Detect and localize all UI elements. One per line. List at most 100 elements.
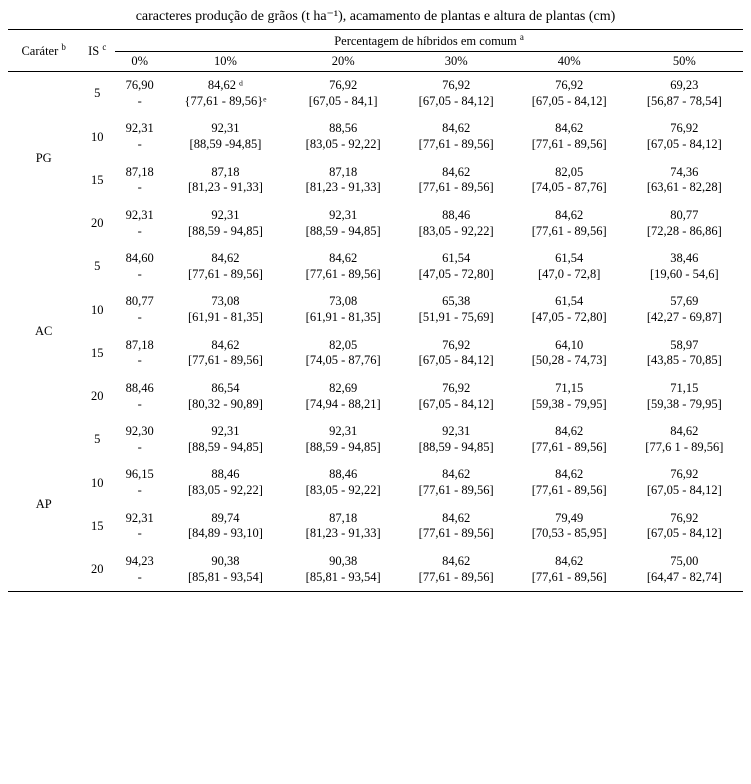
- header-pct-row: 0% 10% 20% 30% 40% 50%: [8, 52, 743, 72]
- data-cell: 84,62[77,61 - 89,56]: [513, 461, 626, 504]
- data-cell: 71,15[59,38 - 79,95]: [626, 375, 743, 418]
- cell-ci: -: [119, 440, 160, 456]
- data-cell: 86,54[80,32 - 90,89]: [164, 375, 286, 418]
- cell-ci: [88,59 -94,85]: [168, 137, 282, 153]
- cell-value: 76,92: [291, 78, 396, 94]
- data-cell: 84,62 ᵈ{77,61 - 89,56}ᵉ: [164, 72, 286, 116]
- data-cell: 84,62[77,61 - 89,56]: [164, 332, 286, 375]
- table-row: 1587,18-87,18[81,23 - 91,33]87,18[81,23 …: [8, 159, 743, 202]
- cell-value: 80,77: [630, 208, 739, 224]
- data-cell: 92,31[88,59 - 94,85]: [164, 418, 286, 461]
- cell-value: 76,92: [404, 78, 509, 94]
- cell-ci: -: [119, 310, 160, 326]
- cell-value: 87,18: [168, 165, 282, 181]
- col-0: 0%: [115, 52, 164, 72]
- header-trait: Caráter b: [8, 30, 79, 72]
- cell-ci: -: [119, 94, 160, 110]
- cell-value: 76,92: [404, 381, 509, 397]
- data-cell: 84,62[77,61 - 89,56]: [400, 115, 513, 158]
- is-value: 10: [79, 288, 115, 331]
- data-cell: 87,18-: [115, 332, 164, 375]
- cell-ci: [81,23 - 91,33]: [291, 526, 396, 542]
- cell-value: 82,05: [517, 165, 622, 181]
- table-row: 1587,18-84,62[77,61 - 89,56]82,05[74,05 …: [8, 332, 743, 375]
- data-cell: 84,60-: [115, 245, 164, 288]
- cell-value: 61,54: [404, 251, 509, 267]
- cell-ci: [67,05 - 84,12]: [630, 137, 739, 153]
- cell-value: 84,60: [119, 251, 160, 267]
- cell-ci: [77,61 - 89,56]: [517, 570, 622, 586]
- cell-value: 88,46: [168, 467, 282, 483]
- cell-ci: [88,59 - 94,85]: [168, 440, 282, 456]
- cell-value: 80,77: [119, 294, 160, 310]
- data-cell: 90,38[85,81 - 93,54]: [164, 548, 286, 592]
- cell-ci: [81,23 - 91,33]: [291, 180, 396, 196]
- cell-ci: [50,28 - 74,73]: [517, 353, 622, 369]
- cell-ci: [74,05 - 87,76]: [291, 353, 396, 369]
- data-cell: 76,90-: [115, 72, 164, 116]
- header-trait-sup: b: [61, 42, 66, 52]
- cell-ci: [77,61 - 89,56]: [517, 137, 622, 153]
- cell-value: 58,97: [630, 338, 739, 354]
- header-pct-sup: a: [520, 32, 524, 42]
- cell-value: 76,92: [404, 338, 509, 354]
- table-row: PG576,90-84,62 ᵈ{77,61 - 89,56}ᵉ76,92[67…: [8, 72, 743, 116]
- is-value: 5: [79, 72, 115, 116]
- data-cell: 88,46[83,05 - 92,22]: [164, 461, 286, 504]
- cell-value: 92,31: [119, 511, 160, 527]
- cell-ci: [88,59 - 94,85]: [291, 440, 396, 456]
- cell-ci: [84,89 - 93,10]: [168, 526, 282, 542]
- cell-ci: [47,05 - 72,80]: [517, 310, 622, 326]
- cell-ci: [77,61 - 89,56]: [404, 526, 509, 542]
- cell-value: 84,62: [168, 338, 282, 354]
- data-cell: 65,38[51,91 - 75,69]: [400, 288, 513, 331]
- data-cell: 92,31[88,59 - 94,85]: [287, 418, 400, 461]
- data-cell: 75,00[64,47 - 82,74]: [626, 548, 743, 592]
- cell-ci: [77,61 - 89,56]: [168, 267, 282, 283]
- cell-ci: [83,05 - 92,22]: [291, 483, 396, 499]
- cell-ci: [77,61 - 89,56]: [517, 224, 622, 240]
- cell-value: 73,08: [168, 294, 282, 310]
- cell-ci: [59,38 - 79,95]: [517, 397, 622, 413]
- data-cell: 92,31[88,59 -94,85]: [164, 115, 286, 158]
- cell-ci: [67,05 - 84,12]: [404, 94, 509, 110]
- cell-ci: [77,61 - 89,56]: [517, 483, 622, 499]
- data-cell: 84,62[77,61 - 89,56]: [400, 548, 513, 592]
- trait-label: AP: [8, 418, 79, 592]
- data-cell: 61,54[47,05 - 72,80]: [400, 245, 513, 288]
- table-row: 1096,15-88,46[83,05 - 92,22]88,46[83,05 …: [8, 461, 743, 504]
- cell-ci: [88,59 - 94,85]: [168, 224, 282, 240]
- data-cell: 88,46-: [115, 375, 164, 418]
- cell-value: 92,31: [291, 208, 396, 224]
- cell-ci: -: [119, 267, 160, 283]
- data-cell: 87,18[81,23 - 91,33]: [287, 159, 400, 202]
- cell-value: 84,62: [291, 251, 396, 267]
- data-cell: 73,08[61,91 - 81,35]: [164, 288, 286, 331]
- cell-value: 75,00: [630, 554, 739, 570]
- cell-ci: [77,6 1 - 89,56]: [630, 440, 739, 456]
- table-row: 2092,31-92,31[88,59 - 94,85]92,31[88,59 …: [8, 202, 743, 245]
- cell-value: 76,92: [630, 121, 739, 137]
- col-10: 10%: [164, 52, 286, 72]
- data-cell: 87,18[81,23 - 91,33]: [287, 505, 400, 548]
- cell-value: 61,54: [517, 294, 622, 310]
- data-cell: 80,77-: [115, 288, 164, 331]
- cell-value: 64,10: [517, 338, 622, 354]
- data-cell: 38,46[19,60 - 54,6]: [626, 245, 743, 288]
- cell-value: 86,54: [168, 381, 282, 397]
- data-cell: 84,62[77,61 - 89,56]: [164, 245, 286, 288]
- data-cell: 84,62[77,6 1 - 89,56]: [626, 418, 743, 461]
- data-cell: 88,46[83,05 - 92,22]: [287, 461, 400, 504]
- cell-value: 88,46: [119, 381, 160, 397]
- cell-ci: [61,91 - 81,35]: [168, 310, 282, 326]
- header-pct-text: Percentagem de híbridos em comum: [334, 34, 517, 48]
- cell-ci: [77,61 - 89,56]: [404, 570, 509, 586]
- cell-value: 92,31: [119, 208, 160, 224]
- data-cell: 82,05[74,05 - 87,76]: [287, 332, 400, 375]
- data-cell: 84,62[77,61 - 89,56]: [400, 159, 513, 202]
- header-trait-text: Caráter: [21, 44, 58, 58]
- data-cell: 82,05[74,05 - 87,76]: [513, 159, 626, 202]
- cell-value: 92,31: [291, 424, 396, 440]
- cell-ci: [88,59 - 94,85]: [291, 224, 396, 240]
- header-pct: Percentagem de híbridos em comum a: [115, 30, 743, 52]
